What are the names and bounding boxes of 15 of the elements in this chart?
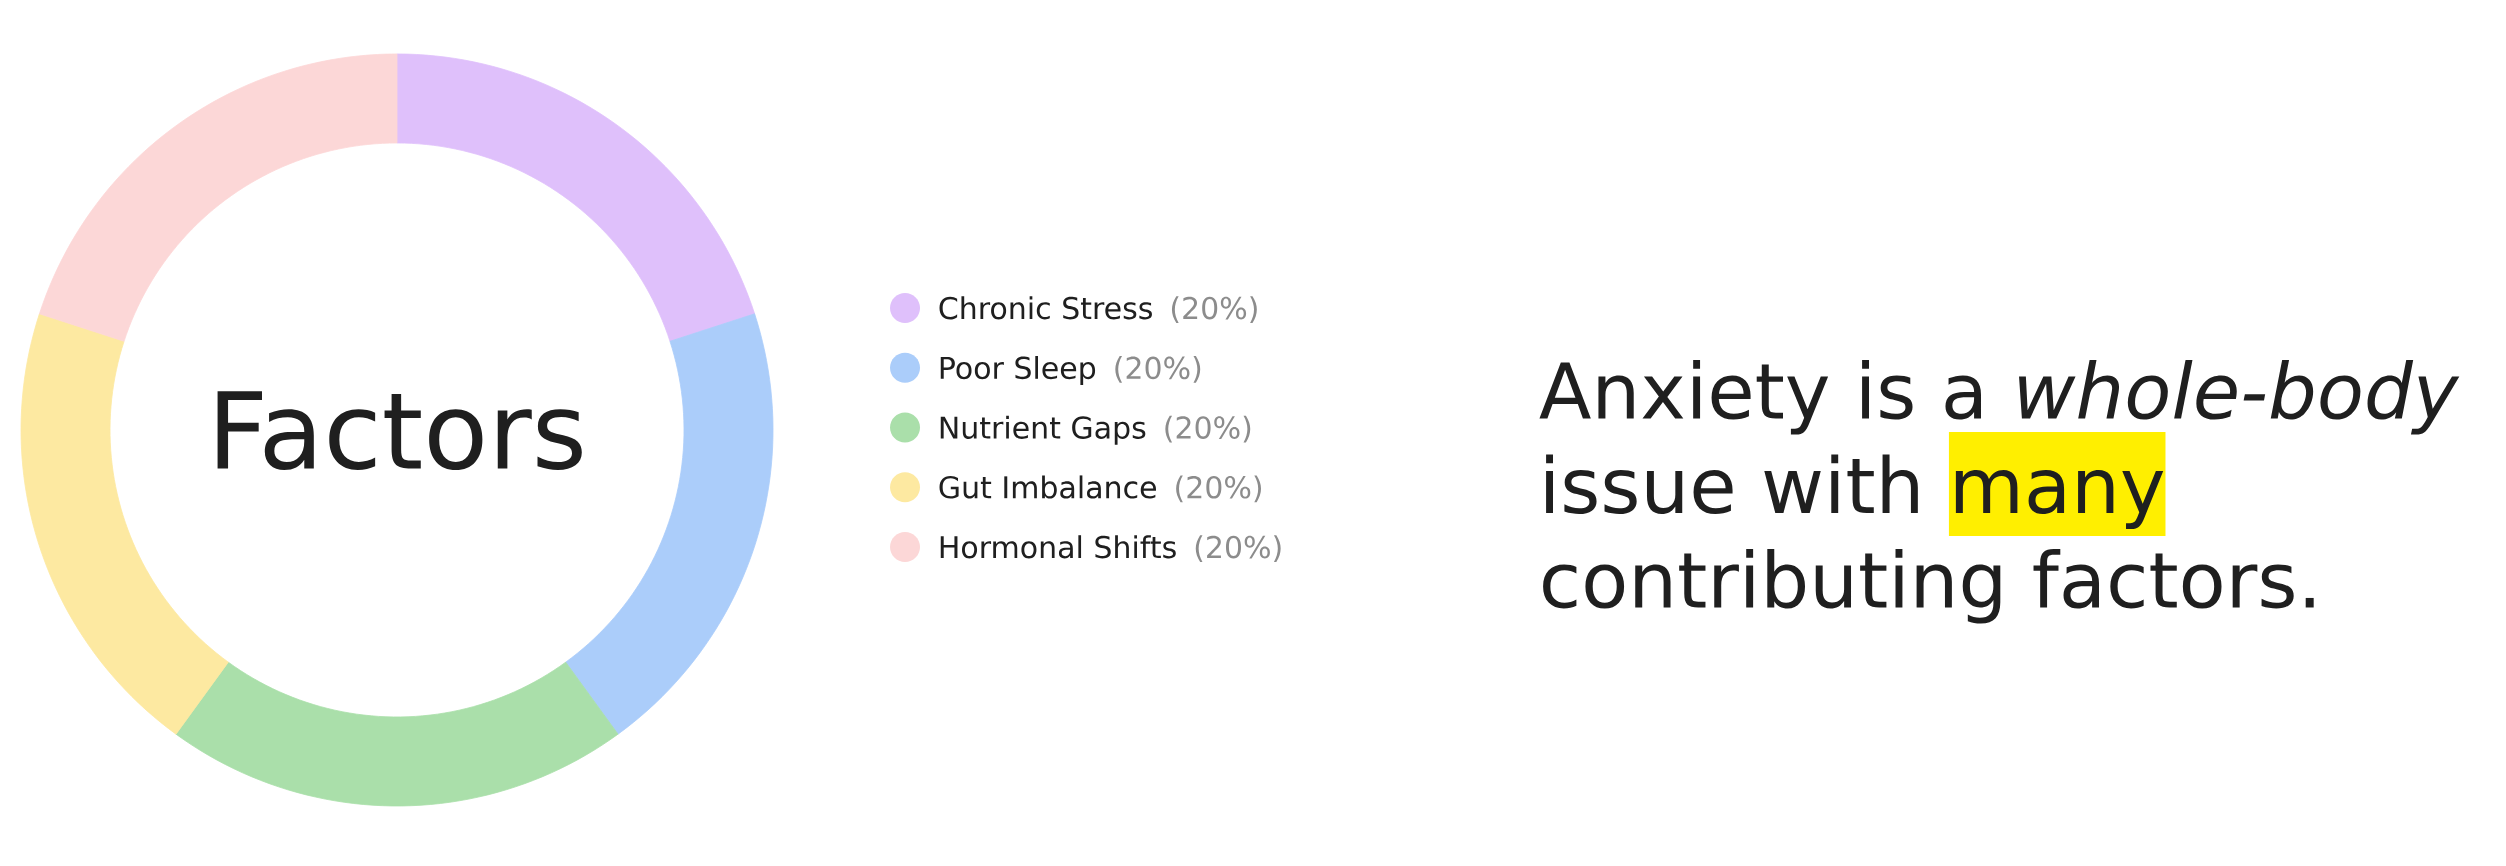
data-label: (20%) <box>1165 415 1251 443</box>
data-label: (20%) <box>1171 296 1257 323</box>
text: Anxiety is a whole-body <box>1539 360 2460 435</box>
text: issue with <box>1546 454 1918 515</box>
legend-label: Poor Sleep <box>940 356 1096 385</box>
text: contributing factors. <box>1543 549 2314 624</box>
legend-label: Gut Imbalance <box>939 475 1156 499</box>
text: many <box>1955 469 2164 529</box>
legend-label: Hormonal Shifts <box>940 535 1176 559</box>
legend-label: Nutrient Gaps <box>940 415 1146 445</box>
data-label: (20%) <box>1176 475 1262 503</box>
legend-label: Chronic Stress <box>939 296 1152 320</box>
data-label: (20%) <box>1115 356 1201 383</box>
data-label: (20%) <box>1195 535 1281 562</box>
text: Factors <box>217 391 582 470</box>
